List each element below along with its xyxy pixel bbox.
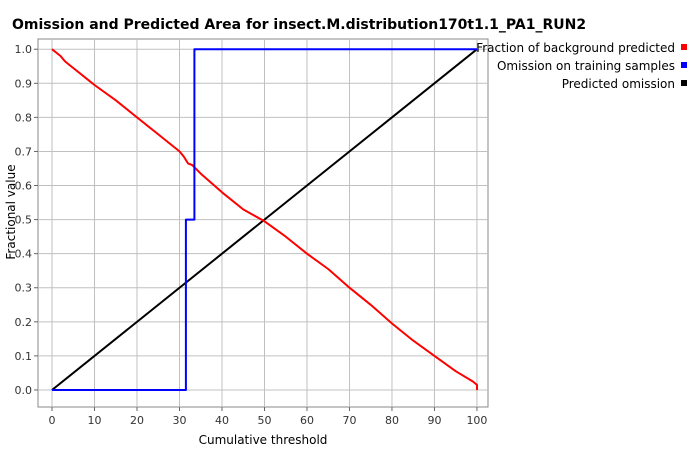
x-tick-label: 50 [257,414,271,427]
y-tick-label: 0.7 [15,145,33,158]
y-tick-label: 0.3 [15,282,33,295]
x-tick-label: 20 [130,414,144,427]
legend-swatch [681,62,687,68]
grid [38,39,488,407]
y-tick-label: 0.8 [15,111,33,124]
y-tick-label: 1.0 [15,43,33,56]
x-tick-label: 0 [49,414,56,427]
axis-ticks: 0 10 20 30 40 50 60 70 80 90 100 0.0 0.1 0.2 0.3 0.4 0.5… [15,43,488,427]
legend-label: Predicted omission [562,77,675,91]
y-tick-label: 0.2 [15,316,33,329]
legend-swatch [681,44,687,50]
series-line-1 [52,48,477,391]
x-tick-label: 10 [88,414,102,427]
legend-label: Omission on training samples [497,59,675,73]
series-line-2 [51,48,478,391]
legend-swatch [681,80,687,86]
y-tick-label: 0.5 [15,214,33,227]
x-tick-label: 60 [300,414,314,427]
x-tick-label: 80 [385,414,399,427]
y-tick-label: 0.6 [15,180,33,193]
chart-title: Omission and Predicted Area for insect.M… [12,17,586,33]
y-tick-label: 0.4 [15,248,33,261]
x-axis-label: Cumulative threshold [199,433,328,447]
y-tick-label: 0.1 [15,350,33,363]
series-lines [51,48,478,391]
x-tick-label: 100 [466,414,487,427]
y-tick-label: 0.0 [15,384,33,397]
series-line-0 [51,48,478,390]
legend: Fraction of background predicted Omission… [476,41,687,91]
legend-label: Fraction of background predicted [476,41,675,55]
y-tick-label: 0.9 [15,77,33,90]
x-tick-label: 30 [173,414,187,427]
x-tick-label: 70 [342,414,356,427]
x-tick-label: 40 [215,414,229,427]
x-tick-label: 90 [427,414,441,427]
y-axis-label: Fractional value [4,164,18,259]
